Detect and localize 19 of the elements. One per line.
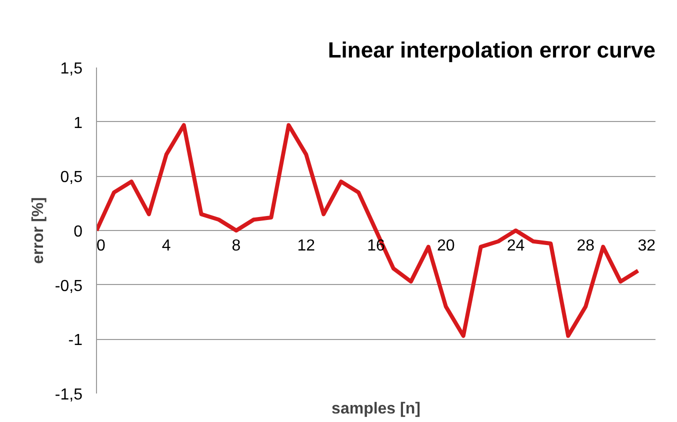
y-tick-label: 1 (74, 114, 83, 132)
x-tick-label: 28 (576, 238, 595, 254)
x-tick-label: 20 (436, 238, 455, 254)
chart-title: Linear interpolation error curve (328, 38, 656, 62)
x-tick-label: 12 (297, 238, 316, 254)
x-tick-label: 8 (232, 238, 241, 254)
y-axis-title: error [%] (30, 197, 47, 264)
y-tick-label: 0 (74, 224, 83, 240)
x-tick-label: 32 (638, 238, 656, 254)
y-tick-label: 0,5 (60, 169, 83, 186)
x-axis-title: samples [n] (332, 400, 420, 418)
y-tick-label: -1 (68, 332, 83, 350)
y-tick-label: -0,5 (54, 278, 83, 295)
line-series (96, 123, 640, 338)
y-tick-label: 1,5 (60, 60, 83, 78)
x-tick-label: 24 (506, 238, 525, 254)
x-tick-label: 4 (162, 238, 171, 254)
x-tick-label: 0 (96, 238, 106, 254)
y-tick-label: -1,5 (54, 386, 83, 404)
